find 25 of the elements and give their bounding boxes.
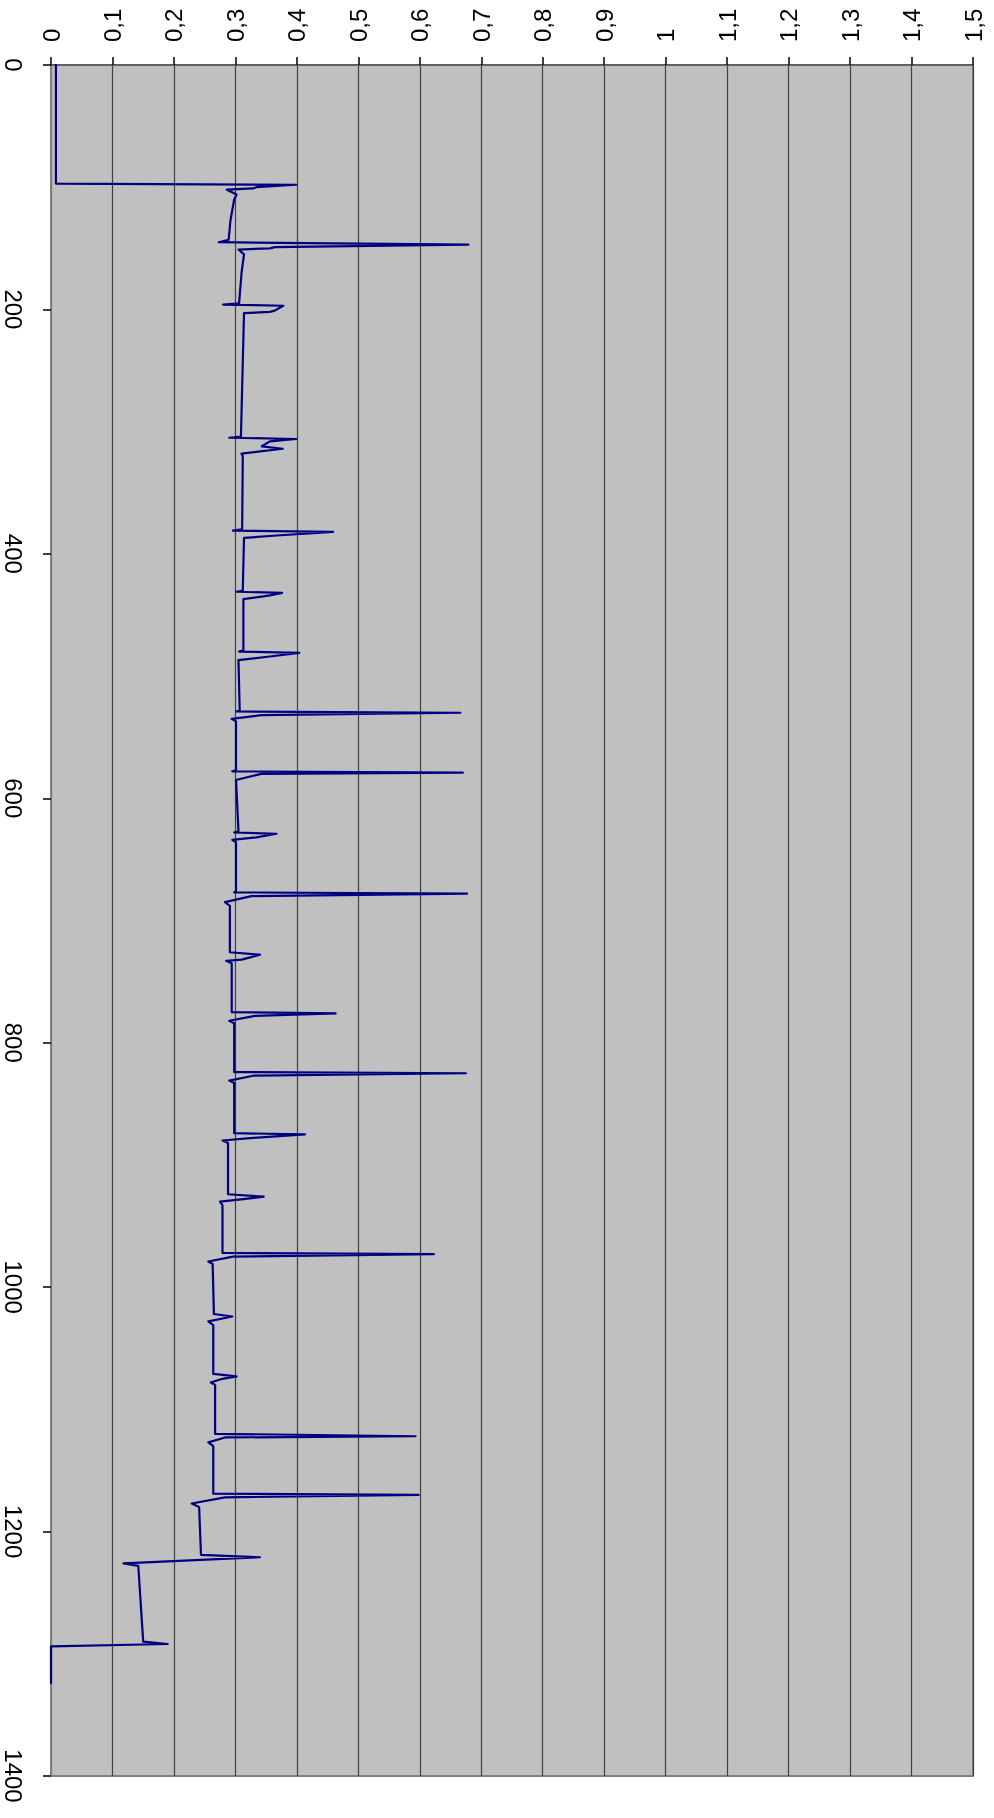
x-tick-label: 0,1 [98, 8, 126, 42]
x-tick-label: 0,2 [160, 8, 188, 42]
y-tick-label: 1000 [0, 1260, 27, 1314]
x-tick-label: 0,7 [467, 8, 495, 42]
x-tick-label: 1,1 [713, 8, 741, 42]
x-tick-label: 0,9 [590, 8, 618, 42]
y-tick-label: 0 [0, 58, 27, 72]
y-tick-label: 1200 [0, 1504, 27, 1559]
y-tick-label: 200 [0, 289, 27, 330]
x-tick-label: 1,3 [836, 8, 864, 42]
x-tick-label: 0,5 [344, 8, 372, 42]
x-tick-label: 1,2 [775, 8, 803, 42]
y-tick-label: 400 [0, 533, 27, 574]
line-series [49, 63, 470, 1685]
y-tick-label: 600 [0, 778, 27, 819]
x-tick-label: 0 [37, 28, 65, 42]
y-tick-label: 800 [0, 1022, 27, 1063]
x-tick-label: 1,4 [898, 8, 926, 42]
x-tick-label: 1 [652, 28, 680, 42]
x-tick-label: 0,4 [283, 8, 311, 42]
x-tick-label: 0,6 [406, 8, 434, 42]
x-tick-label: 1,5 [959, 8, 987, 42]
y-tick-label: 1400 [0, 1749, 27, 1803]
x-tick-label: 0,3 [221, 8, 249, 42]
x-tick-label: 0,8 [529, 8, 557, 42]
